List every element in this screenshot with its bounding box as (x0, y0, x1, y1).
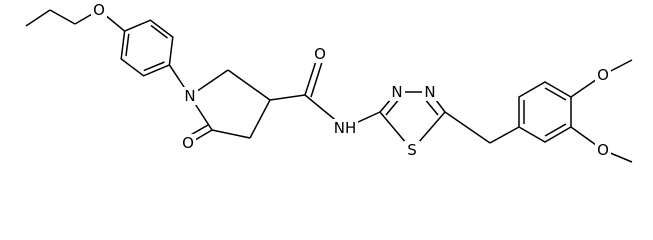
atom-label: O (314, 45, 326, 63)
atom-label: N (391, 83, 402, 101)
atom-labels: O N O O NH N N S O O (91, 1, 611, 159)
atom-label: NH (334, 119, 357, 137)
atom-label: O (597, 66, 609, 84)
atom-label: O (93, 1, 105, 19)
atom-label: O (182, 134, 194, 152)
atom-label: O (597, 141, 609, 159)
atom-label: S (407, 141, 417, 159)
atom-label: N (424, 83, 435, 101)
atom-label: N (184, 87, 195, 105)
bonds (25, 9, 633, 163)
molecule-diagram: O N O O NH N N S O O (25, 1, 633, 163)
